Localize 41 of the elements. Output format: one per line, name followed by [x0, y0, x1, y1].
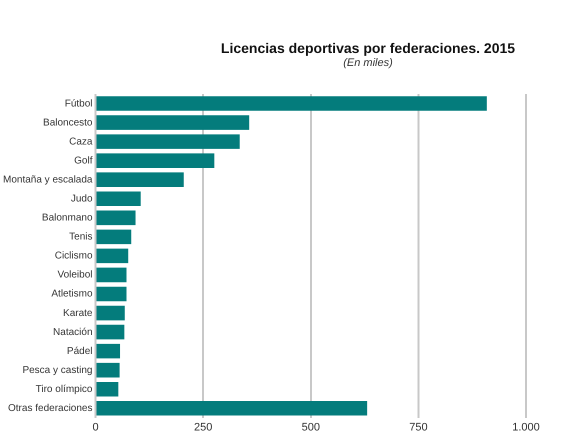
y-tick-label: Tiro olímpico: [36, 384, 93, 395]
y-tick-label: Caza: [69, 136, 93, 148]
bar: [96, 191, 141, 206]
y-tick-label: Montaña y escalada: [2, 174, 93, 186]
bar: [96, 172, 184, 187]
y-tick-label: Judo: [70, 194, 93, 205]
x-tick-label: 250: [194, 421, 212, 434]
x-tick-label: 0: [92, 421, 99, 434]
y-tick-label: Pádel: [66, 346, 92, 357]
y-tick-label: Golf: [74, 155, 93, 166]
x-tick-label: 1.000: [512, 421, 540, 434]
y-tick-label: Fútbol: [64, 98, 92, 110]
y-tick-label: Otras federaciones: [8, 403, 92, 414]
bar: [96, 344, 120, 358]
y-tick-label: Voleibol: [57, 270, 92, 281]
chart-subtitle: (En miles): [342, 57, 394, 69]
y-tick-label: Natación: [53, 326, 92, 338]
bar: [96, 153, 214, 168]
bar: [96, 230, 132, 244]
bar: [96, 96, 487, 111]
y-tick-label: Balonmano: [42, 212, 93, 224]
x-tick-label: 500: [302, 421, 320, 434]
y-tick-label: Baloncesto: [43, 117, 93, 128]
y-tick-label: Tenis: [69, 232, 92, 243]
bar: [96, 248, 128, 264]
bar: [96, 362, 120, 378]
y-tick-label: Karate: [63, 308, 93, 319]
bar: [96, 134, 240, 149]
bar: [96, 382, 118, 397]
bar: [96, 115, 250, 130]
bar: [96, 210, 136, 226]
x-tick-label: 750: [409, 421, 428, 434]
y-tick-label: Atletismo: [51, 288, 93, 300]
bar: [96, 286, 126, 302]
y-tick-label: Pesca y casting: [22, 364, 92, 376]
y-tick-label: Ciclismo: [54, 250, 93, 262]
bar: [96, 306, 125, 320]
bar: [96, 324, 124, 340]
bar: [96, 268, 126, 282]
bar: [96, 400, 368, 416]
chart-title: Licencias deportivas por federaciones. 2015: [220, 40, 516, 56]
